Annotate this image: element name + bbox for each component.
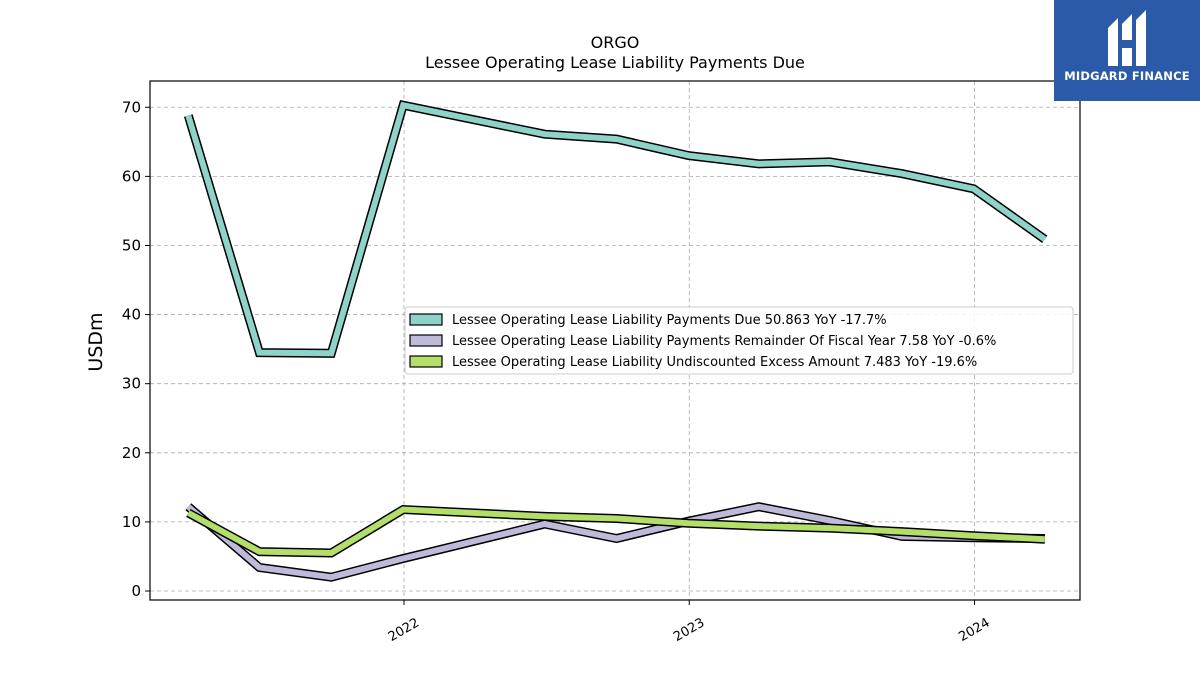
x-tick-label: 2024 bbox=[956, 615, 992, 645]
series-line-0 bbox=[185, 101, 1047, 357]
brand-logo: MIDGARD FINANCE bbox=[1054, 0, 1200, 101]
y-tick-label: 40 bbox=[122, 306, 141, 324]
legend-swatch-payments-due bbox=[409, 313, 443, 326]
y-tick-label: 50 bbox=[122, 236, 141, 254]
y-tick-label: 30 bbox=[122, 375, 141, 393]
logo-text: MIDGARD FINANCE bbox=[1064, 69, 1190, 83]
chart-title: ORGO bbox=[591, 33, 640, 52]
midgard-logo-icon bbox=[1108, 10, 1146, 66]
legend-entry-undiscounted-excess: Lessee Operating Lease Liability Undisco… bbox=[452, 355, 977, 370]
legend-swatch-remainder-fiscal-year bbox=[409, 334, 443, 347]
legend-entry-remainder-fiscal-year: Lessee Operating Lease Liability Payment… bbox=[452, 334, 996, 349]
legend-box bbox=[404, 306, 1074, 375]
x-tick-label: 2023 bbox=[671, 615, 707, 645]
legend-entry-payments-due: Lessee Operating Lease Liability Payment… bbox=[452, 313, 887, 328]
plot-frame bbox=[149, 80, 1081, 601]
y-tick-label: 20 bbox=[122, 444, 141, 462]
y-tick-label: 60 bbox=[122, 167, 141, 185]
series-line-2 bbox=[186, 506, 1045, 557]
y-axis-label: USDm bbox=[85, 312, 107, 371]
x-tick-label: 2022 bbox=[386, 615, 422, 645]
y-tick-label: 0 bbox=[131, 582, 141, 600]
y-tick-label: 70 bbox=[122, 98, 141, 116]
series-lines bbox=[183, 99, 1048, 582]
legend-swatch-undiscounted-excess bbox=[409, 355, 443, 368]
y-tick-label: 10 bbox=[122, 513, 141, 531]
chart-subtitle: Lessee Operating Lease Liability Payment… bbox=[425, 53, 805, 72]
legend: Lessee Operating Lease Liability Payment… bbox=[404, 306, 1074, 375]
